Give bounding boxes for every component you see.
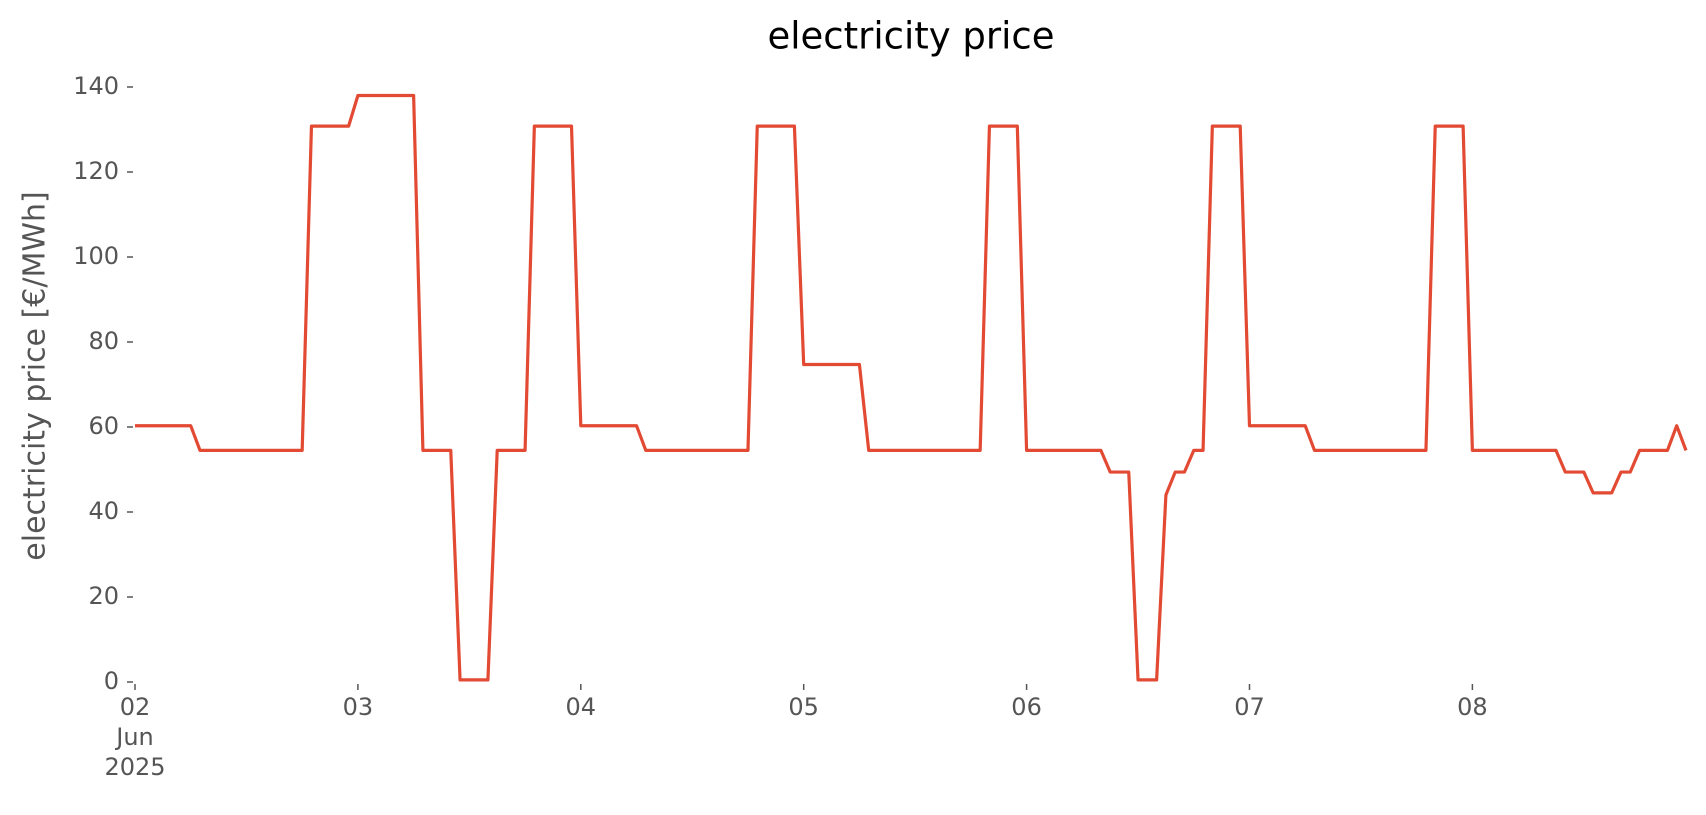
y-tick-label: 20	[88, 582, 119, 610]
y-tick-label: 140	[73, 72, 119, 100]
x-tick-label: 04	[565, 693, 597, 721]
y-tick-label: 60	[88, 412, 119, 440]
x-tick-label: 06	[1011, 693, 1042, 721]
x-tick-label: 08	[1457, 693, 1488, 721]
x-tick-label: 03	[342, 693, 374, 721]
y-tick-label: 80	[88, 327, 119, 355]
y-tick-label: 40	[88, 497, 119, 525]
y-axis-label: electricity price [€/MWh]	[18, 191, 53, 560]
y-tick-label: 120	[73, 157, 119, 185]
y-tick-label: 0	[104, 667, 119, 695]
x-tick-label: 05	[788, 693, 819, 721]
x-tick-label: 07	[1234, 693, 1265, 721]
chart-title: electricity price	[767, 15, 1054, 58]
x-tick-label: 02 Jun 2025	[104, 693, 166, 781]
y-tick-label: 100	[73, 242, 119, 270]
price-line	[135, 93, 1688, 682]
